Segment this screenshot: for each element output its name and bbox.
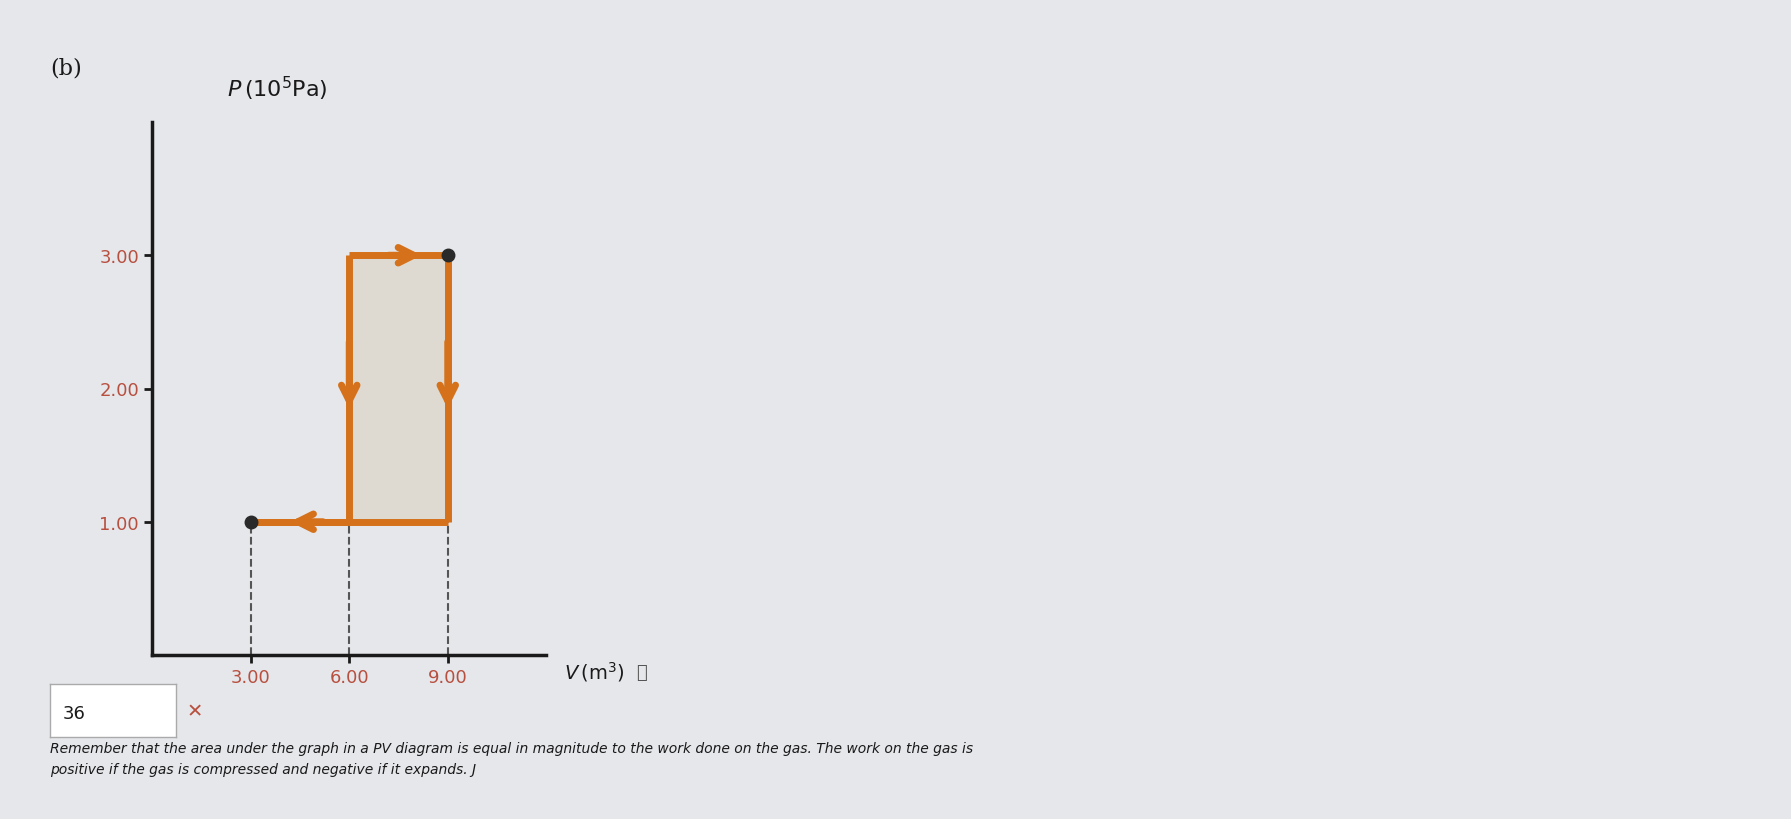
Text: (b): (b) [50,57,82,79]
Polygon shape [251,256,448,523]
Text: Remember that the area under the graph in a PV diagram is equal in magnitude to : Remember that the area under the graph i… [50,741,973,755]
Text: 36: 36 [63,704,86,722]
Text: $P\,(10^5{\rm Pa})$: $P\,(10^5{\rm Pa})$ [227,75,328,102]
Text: positive if the gas is compressed and negative if it expands. J: positive if the gas is compressed and ne… [50,762,476,776]
Text: $V\,({\rm m}^3)$: $V\,({\rm m}^3)$ [564,659,625,683]
Text: ✕: ✕ [186,701,202,721]
Text: ⓘ: ⓘ [636,663,647,681]
